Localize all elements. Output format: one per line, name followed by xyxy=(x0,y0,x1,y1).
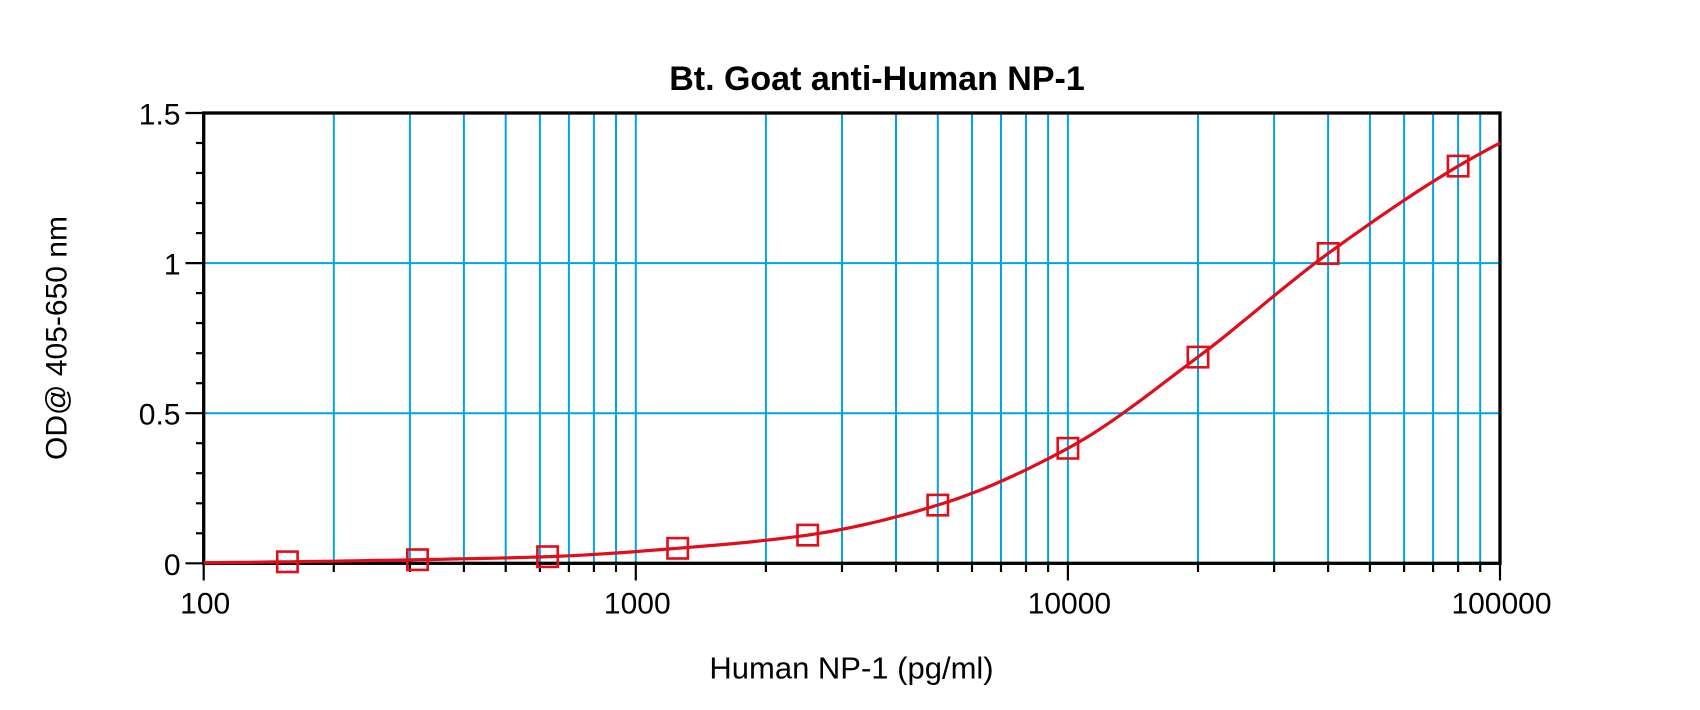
svg-text:Bt. Goat anti-Human NP-1: Bt. Goat anti-Human NP-1 xyxy=(669,60,1085,98)
svg-text:Human NP-1 (pg/ml): Human NP-1 (pg/ml) xyxy=(709,651,993,686)
svg-text:OD@ 405-650 nm: OD@ 405-650 nm xyxy=(41,216,74,460)
svg-text:100: 100 xyxy=(180,588,230,621)
svg-text:10000: 10000 xyxy=(1028,588,1111,621)
svg-text:0.5: 0.5 xyxy=(139,399,181,432)
svg-text:1000: 1000 xyxy=(604,588,671,621)
svg-text:100000: 100000 xyxy=(1451,588,1551,621)
svg-text:0: 0 xyxy=(164,549,181,582)
svg-text:1.5: 1.5 xyxy=(139,99,181,132)
svg-text:1: 1 xyxy=(164,249,181,282)
